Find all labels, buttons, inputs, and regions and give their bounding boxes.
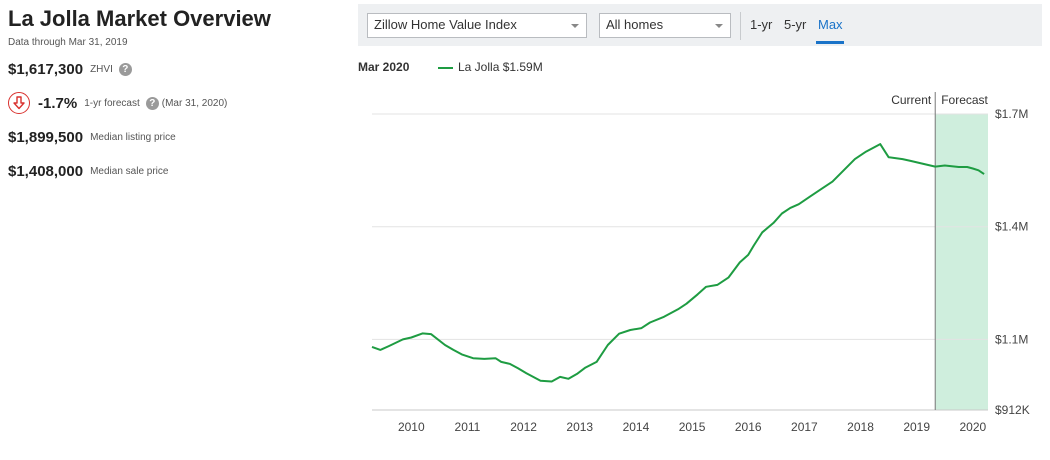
x-tick-label: 2014 — [623, 420, 650, 434]
sale-stat: $1,408,000 Median sale price — [8, 160, 338, 182]
current-label: Current — [891, 93, 932, 107]
zhvi-help-icon[interactable]: ? — [118, 62, 132, 76]
sale-value: $1,408,000 — [8, 162, 84, 180]
chevron-down-icon — [571, 24, 579, 28]
x-tick-label: 2011 — [455, 420, 481, 434]
x-tick-label: 2017 — [791, 420, 818, 434]
forecast-band — [935, 114, 988, 410]
index-select[interactable]: Zillow Home Value Index — [367, 13, 587, 38]
range-max-button[interactable]: Max — [818, 17, 843, 32]
forecast-label: 1-yr forecast — [84, 97, 140, 109]
sale-label: Median sale price — [90, 165, 169, 177]
x-tick-label: 2016 — [735, 420, 762, 434]
zhvi-value: $1,617,300 — [8, 60, 84, 78]
chart-toolbar: Zillow Home Value Index All homes 1-yr 5… — [358, 4, 1042, 46]
x-tick-label: 2018 — [847, 420, 874, 434]
chevron-down-icon — [715, 24, 723, 28]
index-select-value: Zillow Home Value Index — [374, 17, 517, 32]
toolbar-divider — [740, 12, 741, 40]
forecast-label: Forecast — [941, 93, 988, 107]
listing-label: Median listing price — [90, 131, 176, 143]
range-5yr-button[interactable]: 5-yr — [784, 17, 807, 32]
x-tick-label: 2010 — [398, 420, 425, 434]
zhvi-label: ZHVI — [90, 63, 113, 75]
legend-date: Mar 2020 — [358, 60, 410, 74]
homes-select-value: All homes — [606, 17, 664, 32]
x-tick-label: 2019 — [903, 420, 930, 434]
forecast-date: (Mar 31, 2020) — [161, 97, 228, 109]
y-tick-label: $912K — [995, 403, 1030, 417]
arrow-down-circle-icon — [8, 92, 30, 114]
market-overview-panel: La Jolla Market Overview Data through Ma… — [8, 6, 338, 182]
homes-select[interactable]: All homes — [599, 13, 731, 38]
y-tick-label: $1.1M — [995, 332, 1028, 346]
x-tick-label: 2020 — [959, 420, 986, 434]
forecast-value: -1.7% — [38, 94, 78, 112]
listing-value: $1,899,500 — [8, 128, 84, 146]
forecast-help-icon[interactable]: ? — [145, 96, 159, 110]
y-tick-label: $1.4M — [995, 220, 1028, 234]
x-tick-label: 2015 — [679, 420, 706, 434]
x-tick-label: 2013 — [566, 420, 593, 434]
zhvi-stat: $1,617,300 ZHVI ? — [8, 58, 338, 80]
series-line-la-jolla — [371, 143, 985, 383]
active-range-indicator — [816, 41, 844, 44]
data-through-date: Data through Mar 31, 2019 — [8, 37, 128, 48]
page-title: La Jolla Market Overview — [8, 6, 271, 31]
range-1yr-button[interactable]: 1-yr — [750, 17, 773, 32]
listing-stat: $1,899,500 Median listing price — [8, 126, 338, 148]
legend-series-label: La Jolla $1.59M — [458, 60, 543, 74]
legend-swatch — [438, 67, 453, 69]
y-tick-label: $1.7M — [995, 107, 1028, 121]
forecast-stat: -1.7% 1-yr forecast ? (Mar 31, 2020) — [8, 92, 338, 114]
x-tick-label: 2012 — [510, 420, 537, 434]
